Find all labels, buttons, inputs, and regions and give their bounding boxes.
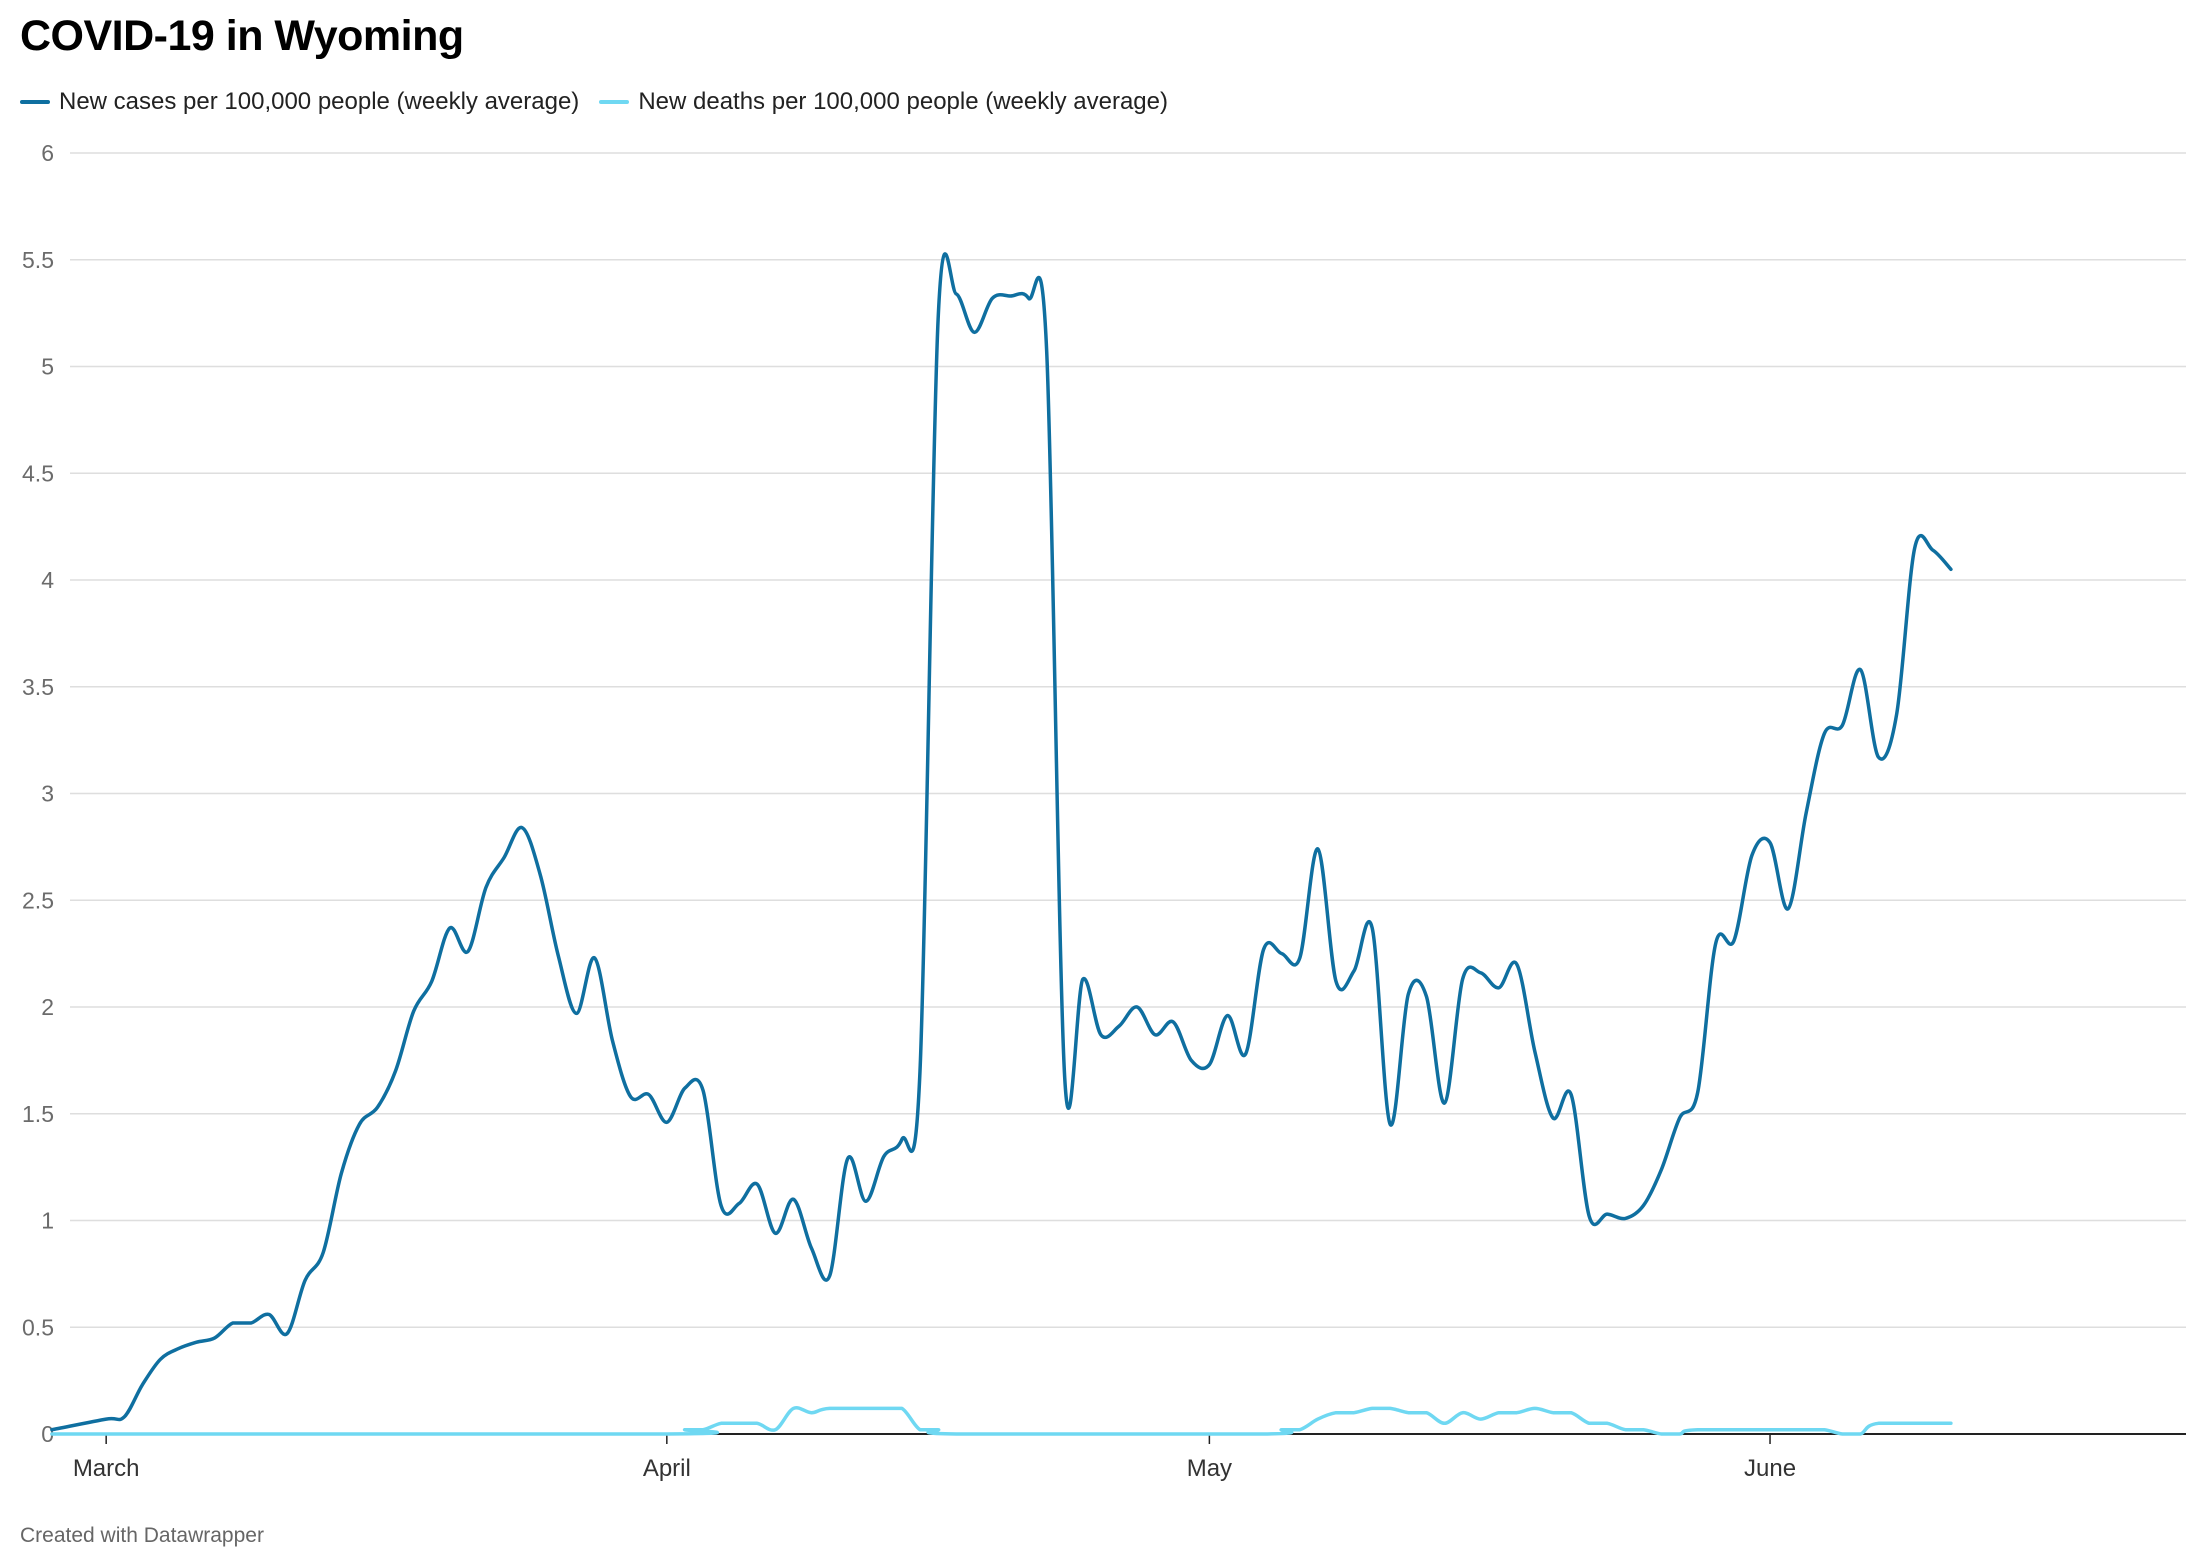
y-tick-label: 5 — [41, 354, 54, 380]
series-line-cases — [50, 252, 1953, 1432]
y-tick-label: 2.5 — [22, 887, 54, 913]
x-axis: March April May June — [70, 1433, 2186, 1482]
y-tick-label: 4 — [41, 567, 54, 593]
x-tick-label: June — [1744, 1455, 1796, 1482]
x-tick-label: April — [643, 1455, 691, 1482]
x-tick-label: May — [1187, 1455, 1232, 1482]
chart-title: COVID-19 in Wyoming — [20, 12, 464, 60]
chart-series — [50, 252, 1953, 1436]
y-tick-label: 1.5 — [22, 1101, 54, 1127]
legend-swatch-cases — [20, 100, 50, 104]
legend-swatch-deaths — [599, 100, 630, 104]
y-tick-label: 4.5 — [22, 460, 54, 486]
y-tick-label: 0.5 — [22, 1314, 54, 1340]
y-tick-label: 1 — [41, 1208, 54, 1234]
y-tick-label: 0 — [41, 1421, 54, 1447]
chart-legend: New cases per 100,000 people (weekly ave… — [20, 88, 1168, 116]
y-axis: 0 0.5 1 1.5 2 2.5 3 3.5 4 4.5 5 5.5 6 — [22, 140, 54, 1447]
y-tick-label: 5.5 — [22, 247, 54, 273]
y-tick-label: 3 — [41, 781, 54, 807]
y-tick-label: 2 — [41, 994, 54, 1020]
legend-label-deaths: New deaths per 100,000 people (weekly av… — [638, 88, 1168, 115]
y-tick-label: 6 — [41, 140, 54, 166]
y-tick-label: 3.5 — [22, 674, 54, 700]
legend-item-deaths: New deaths per 100,000 people (weekly av… — [599, 88, 1168, 116]
chart-credit: Created with Datawrapper — [20, 1524, 264, 1547]
chart-gridlines — [70, 152, 2186, 1328]
legend-item-cases: New cases per 100,000 people (weekly ave… — [20, 88, 579, 116]
legend-label-cases: New cases per 100,000 people (weekly ave… — [59, 88, 580, 115]
series-line-deaths — [50, 1406, 1953, 1436]
x-tick-label: March — [73, 1455, 140, 1482]
